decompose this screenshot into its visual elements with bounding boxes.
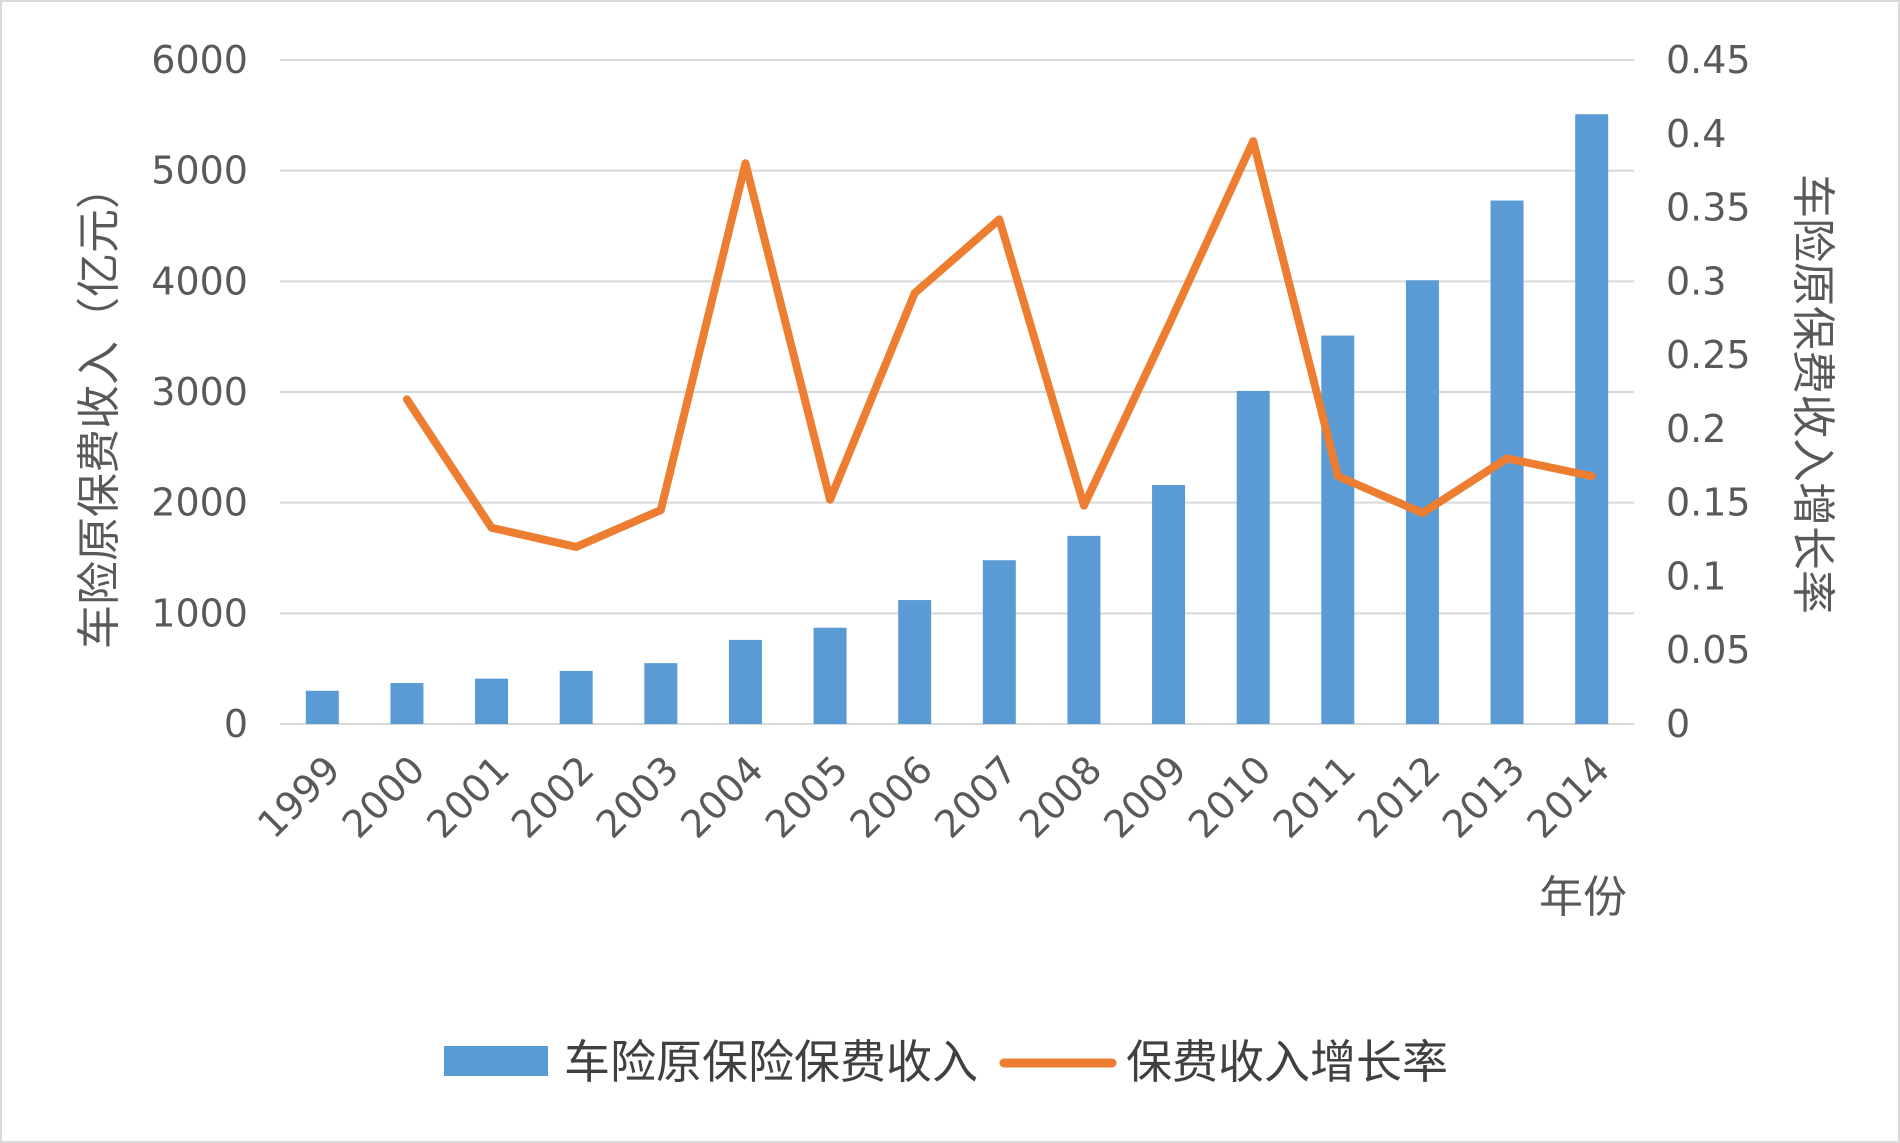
right-tick-label: 0.35 [1666, 186, 1751, 230]
left-tick-label: 2000 [151, 481, 248, 525]
right-tick-label: 0.45 [1666, 38, 1751, 82]
bar [1236, 390, 1270, 724]
x-tick-label: 2012 [1349, 747, 1449, 847]
bar [898, 600, 932, 724]
x-tick-label: 2006 [842, 747, 942, 847]
left-tick-label: 6000 [151, 38, 248, 82]
bar [813, 627, 847, 724]
right-tick-label: 0.25 [1666, 333, 1751, 377]
bar [1321, 335, 1355, 724]
line-series [402, 137, 1596, 551]
right-tick-label: 0.15 [1666, 481, 1751, 525]
x-tick-label: 2001 [418, 747, 518, 847]
bar [1067, 535, 1101, 724]
right-tick-label: 0.3 [1666, 259, 1726, 303]
bar [305, 690, 339, 724]
left-axis-title: 车险原保费收入（亿元） [74, 165, 125, 649]
x-axis-title: 年份 [1539, 872, 1627, 923]
right-tick-label: 0.05 [1666, 628, 1751, 672]
x-tick-label: 2000 [334, 747, 434, 847]
bar [559, 670, 593, 724]
right-tick-label: 0 [1666, 702, 1690, 746]
gridlines [280, 59, 1634, 725]
bar [390, 683, 424, 724]
x-tick-label: 2009 [1095, 747, 1195, 847]
x-tick-label: 1999 [249, 747, 349, 847]
left-axis-ticks: 0 1000 2000 3000 4000 5000 6000 [151, 38, 248, 746]
bar [982, 560, 1016, 724]
x-tick-label: 2007 [926, 747, 1026, 847]
bar [1152, 484, 1186, 724]
left-tick-label: 5000 [151, 149, 248, 193]
right-tick-label: 0.2 [1666, 407, 1726, 451]
right-axis-title: 车险原保费收入增长率 [1787, 174, 1838, 614]
bar-series [305, 114, 1609, 725]
x-tick-label: 2003 [588, 747, 688, 847]
left-tick-label: 0 [224, 702, 248, 746]
x-tick-label: 2008 [1011, 747, 1111, 847]
left-tick-label: 3000 [151, 370, 248, 414]
right-axis-ticks: 0 0.05 0.1 0.15 0.2 0.25 0.3 0.35 0.4 0.45 [1666, 38, 1751, 746]
x-tick-label: 2014 [1519, 747, 1619, 847]
x-tick-label: 2005 [757, 747, 857, 847]
right-tick-label: 0.4 [1666, 112, 1726, 156]
x-tick-label: 2004 [672, 747, 772, 847]
legend: 车险原保险保费收入 保费收入增长率 [444, 1035, 1448, 1089]
legend-bar-label: 车险原保险保费收入 [564, 1035, 978, 1089]
bar [1575, 114, 1609, 724]
legend-bar-swatch [444, 1046, 548, 1076]
x-axis-ticks: 1999200020012002200320042005200620072008… [249, 747, 1618, 847]
x-tick-label: 2013 [1434, 747, 1534, 847]
left-tick-label: 4000 [151, 259, 248, 303]
x-tick-label: 2002 [503, 747, 603, 847]
bar [475, 678, 509, 724]
bar [728, 639, 762, 724]
left-tick-label: 1000 [151, 591, 248, 635]
bar [644, 663, 678, 724]
right-tick-label: 0.1 [1666, 554, 1726, 598]
x-tick-label: 2010 [1180, 747, 1280, 847]
legend-line-label: 保费收入增长率 [1126, 1035, 1448, 1089]
x-tick-label: 2011 [1265, 747, 1365, 847]
